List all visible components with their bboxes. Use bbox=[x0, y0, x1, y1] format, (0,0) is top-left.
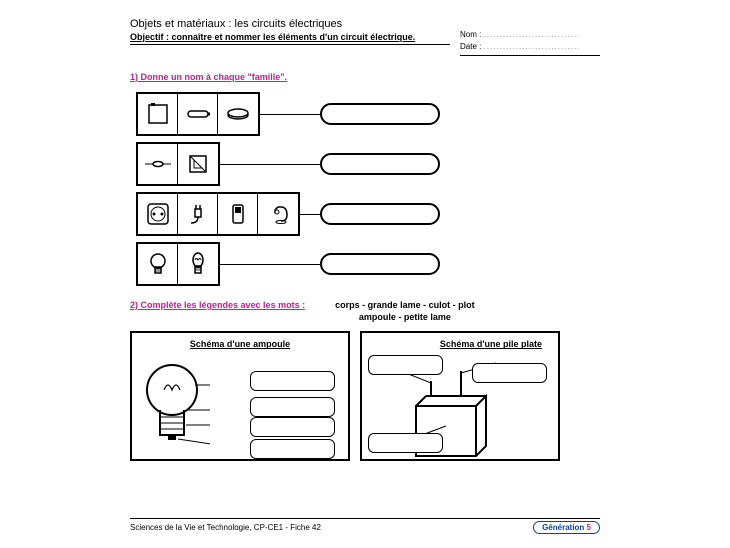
family-boxes bbox=[136, 192, 300, 236]
nom-field[interactable]: Nom : .............................. bbox=[460, 30, 600, 39]
label-field-pile-2[interactable] bbox=[472, 363, 547, 383]
question-2-row: 2) Complète les légendes avec les mots :… bbox=[130, 300, 600, 323]
answer-field-4[interactable] bbox=[320, 253, 440, 275]
header: Objets et matériaux : les circuits élect… bbox=[130, 18, 600, 56]
footer: Sciences de la Vie et Technologie, CP-CE… bbox=[130, 518, 600, 534]
switch-inline-icon bbox=[138, 144, 178, 184]
label-field-ampoule-4[interactable] bbox=[250, 439, 335, 459]
switch-wall-icon bbox=[178, 144, 218, 184]
answer-field-2[interactable] bbox=[320, 153, 440, 175]
bulb-round-icon bbox=[138, 244, 178, 284]
connector-line bbox=[260, 114, 320, 115]
family-boxes bbox=[136, 142, 220, 186]
question-1: 1) Donne un nom à chaque "famille". bbox=[130, 72, 600, 82]
title-block: Objets et matériaux : les circuits élect… bbox=[130, 18, 450, 45]
connector-line bbox=[300, 214, 320, 215]
label-field-pile-3[interactable] bbox=[368, 433, 443, 453]
answer-field-3[interactable] bbox=[320, 203, 440, 225]
connector-line bbox=[220, 164, 320, 165]
socket-icon bbox=[138, 194, 178, 234]
question-2: 2) Complète les légendes avec les mots : bbox=[130, 300, 305, 310]
label-field-ampoule-3[interactable] bbox=[250, 417, 335, 437]
diagram-2-title: Schéma d'une pile plate bbox=[368, 339, 542, 349]
diagram-ampoule: Schéma d'une ampoule bbox=[130, 331, 350, 461]
family-boxes bbox=[136, 92, 260, 136]
connector-line bbox=[220, 264, 320, 265]
family-row-2 bbox=[136, 142, 600, 186]
switch-rocker-icon bbox=[218, 194, 258, 234]
bulb-schematic-icon bbox=[140, 355, 210, 455]
word-bank: corps - grande lame - culot - plot ampou… bbox=[335, 300, 475, 323]
battery-square-icon bbox=[138, 94, 178, 134]
diagram-pile: Schéma d'une pile plate bbox=[360, 331, 560, 461]
plug-icon bbox=[178, 194, 218, 234]
brand-badge: Génération 5 bbox=[533, 521, 600, 534]
family-row-1 bbox=[136, 92, 600, 136]
label-field-ampoule-2[interactable] bbox=[250, 397, 335, 417]
label-field-ampoule-1[interactable] bbox=[250, 371, 335, 391]
diagrams: Schéma d'une ampoule Schéma d'une pile p… bbox=[130, 331, 600, 461]
date-field[interactable]: Date : .............................. bbox=[460, 42, 600, 51]
objectif: Objectif : connaître et nommer les éléme… bbox=[130, 32, 450, 45]
family-row-3 bbox=[136, 192, 600, 236]
lamp-desk-icon bbox=[258, 194, 298, 234]
bulb-filament-icon bbox=[178, 244, 218, 284]
answer-field-1[interactable] bbox=[320, 103, 440, 125]
battery-button-icon bbox=[218, 94, 258, 134]
page-title: Objets et matériaux : les circuits élect… bbox=[130, 18, 450, 30]
family-boxes bbox=[136, 242, 220, 286]
diagram-1-title: Schéma d'une ampoule bbox=[138, 339, 342, 349]
name-date-block: Nom : .............................. Dat… bbox=[460, 30, 600, 56]
label-field-pile-1[interactable] bbox=[368, 355, 443, 375]
family-row-4 bbox=[136, 242, 600, 286]
battery-cyl-icon bbox=[178, 94, 218, 134]
families bbox=[136, 92, 600, 286]
footer-text: Sciences de la Vie et Technologie, CP-CE… bbox=[130, 523, 321, 532]
